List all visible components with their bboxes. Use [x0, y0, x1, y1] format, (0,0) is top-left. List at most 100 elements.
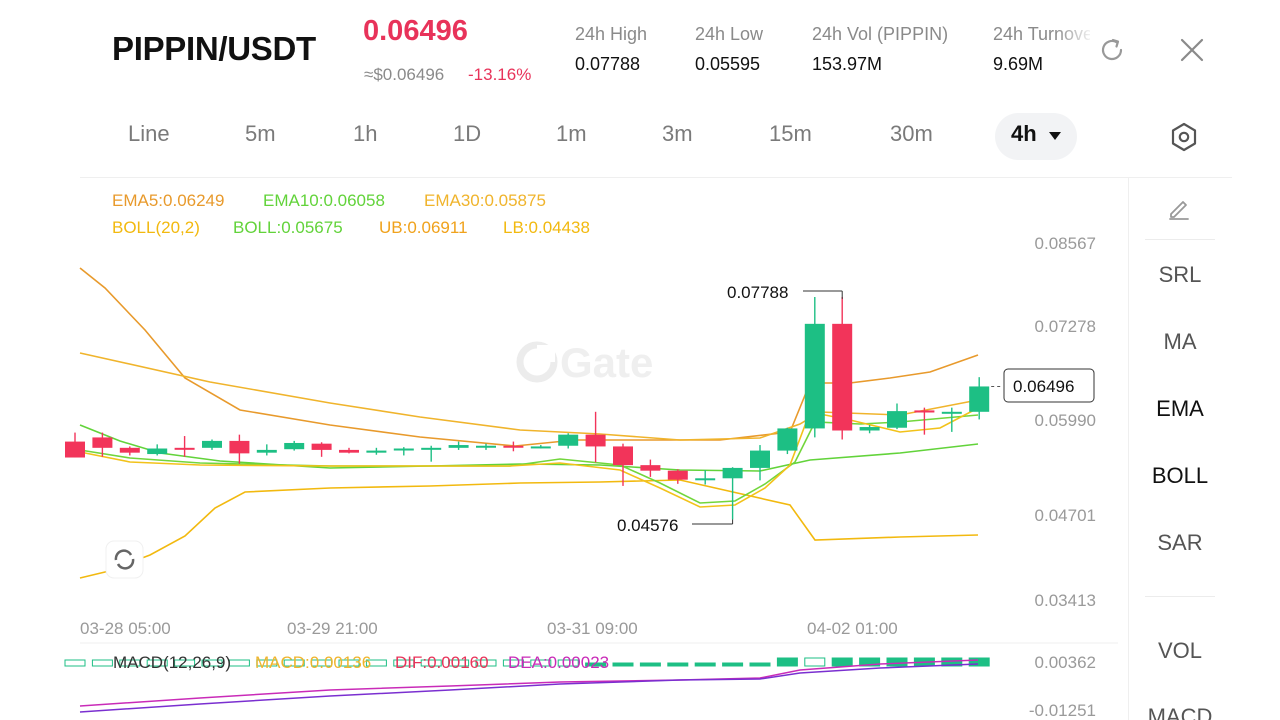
candle-body [695, 478, 716, 481]
time-axis-tick: 03-29 21:00 [287, 619, 378, 638]
tab-line[interactable]: Line [128, 121, 170, 146]
stat-low-value: 0.05595 [695, 54, 761, 74]
candle [804, 296, 825, 438]
candle-body [530, 446, 551, 449]
boll-upper-line [79, 407, 979, 508]
macd-bar [859, 657, 881, 667]
candle-body [339, 449, 359, 453]
pencil-icon[interactable] [1166, 195, 1192, 221]
tab-1d[interactable]: 1D [453, 121, 482, 146]
chart-divider [80, 177, 1232, 178]
candle [92, 432, 113, 457]
indicator-sidebar [1128, 178, 1233, 720]
current-price-box [1003, 368, 1095, 403]
macd-bar [91, 659, 113, 667]
price-axis-tick: 0.07278 [1035, 317, 1096, 336]
candle [969, 377, 990, 420]
candle [722, 467, 743, 520]
sidebar-divider-2 [1145, 596, 1215, 597]
candle-body [284, 442, 305, 450]
gate-logo-cut [537, 345, 555, 362]
close-icon[interactable] [1176, 34, 1208, 66]
candle [887, 403, 907, 430]
tab-4h-dropdown[interactable] [995, 113, 1077, 160]
sidebar-item-boll[interactable]: BOLL [1151, 463, 1209, 488]
ema30-legend: EMA30:0.05875 [424, 191, 546, 210]
sidebar-item-ma[interactable]: MA [1163, 329, 1197, 354]
candle [640, 459, 661, 477]
candle [859, 424, 880, 434]
watermark-text: Gate [560, 339, 653, 386]
macd-bar [64, 659, 86, 667]
candle [476, 443, 496, 450]
stat-volume-value: 153.97M [812, 54, 883, 74]
refresh-icon[interactable] [1097, 35, 1127, 65]
tab-5m[interactable]: 5m [245, 121, 276, 146]
candle-body [941, 411, 962, 414]
candle [119, 446, 140, 456]
high-price-label: 0.07788 [727, 283, 788, 302]
candle-body [448, 445, 469, 448]
stat-low-label: 24h Low [695, 24, 764, 44]
macd-bar [201, 659, 223, 667]
candle [366, 447, 387, 455]
candle [174, 436, 195, 457]
tab-30m[interactable]: 30m [890, 121, 933, 146]
sidebar-item-macd[interactable]: MACD [1147, 704, 1213, 720]
candle-body [969, 386, 990, 412]
candle-body [92, 437, 113, 448]
macd-axis-tick: 0.00362 [1035, 653, 1096, 672]
left-edge [0, 0, 80, 720]
price-axis-tick: 0.03413 [1035, 591, 1096, 610]
macd-bar [530, 659, 552, 667]
candle-body [421, 447, 442, 450]
candle [832, 296, 853, 440]
candle-body [585, 434, 606, 447]
sidebar-item-sar[interactable]: SAR [1157, 530, 1203, 555]
candle [256, 444, 277, 456]
macd-name-legend: MACD(12,26,9) [113, 653, 232, 672]
tab-15m[interactable]: 15m [769, 121, 812, 146]
boll-mid-legend: BOLL:0.05675 [233, 218, 343, 237]
candle-body [65, 441, 85, 458]
candle [339, 447, 359, 454]
candle [558, 433, 579, 449]
candle-body [667, 470, 688, 480]
candle-body [804, 323, 825, 429]
time-axis-tick: 03-31 09:00 [547, 619, 638, 638]
current-price-label: 0.06496 [1013, 377, 1074, 396]
candle [448, 441, 469, 450]
candle [613, 443, 633, 486]
tab-3m[interactable]: 3m [662, 121, 693, 146]
watermark-logo: Gate [516, 339, 653, 386]
macd-bar [174, 659, 196, 667]
macd-bar [557, 659, 579, 667]
tab-1m[interactable]: 1m [556, 121, 587, 146]
candle-body [311, 443, 332, 450]
hexagon-settings-icon[interactable] [1170, 122, 1198, 152]
macd-bar [968, 657, 990, 667]
macd-dif-line [79, 663, 979, 713]
boll-lb-legend: LB:0.04438 [503, 218, 590, 237]
boll-lower-line [79, 479, 979, 579]
macd-bar [228, 659, 250, 667]
macd-bar [612, 662, 634, 667]
candle-body [722, 467, 743, 479]
candle-body [366, 450, 387, 453]
price-chart[interactable]: Gate 0.07788 0.04576 0.06496 0.08567 0.0727… [0, 0, 1128, 720]
boll-ub-legend: UB:0.06911 [379, 218, 468, 237]
usd-price: ≈$0.06496 [364, 65, 445, 84]
stat-high-value: 0.07788 [575, 54, 641, 74]
turnover-fade [1055, 20, 1095, 50]
stat-high-label: 24h High [575, 24, 648, 44]
sidebar-divider [1145, 239, 1215, 240]
tab-1h[interactable]: 1h [353, 121, 378, 146]
boll-legend: BOLL(20,2) [112, 218, 200, 237]
sidebar-item-ema[interactable]: EMA [1156, 396, 1204, 421]
candle-body [777, 428, 798, 451]
candle-body [147, 448, 168, 455]
sidebar-item-vol[interactable]: VOL [1157, 638, 1203, 663]
sidebar-item-srl[interactable]: SRL [1158, 262, 1202, 287]
candle [229, 434, 250, 464]
change-percent: -13.16% [468, 65, 532, 84]
